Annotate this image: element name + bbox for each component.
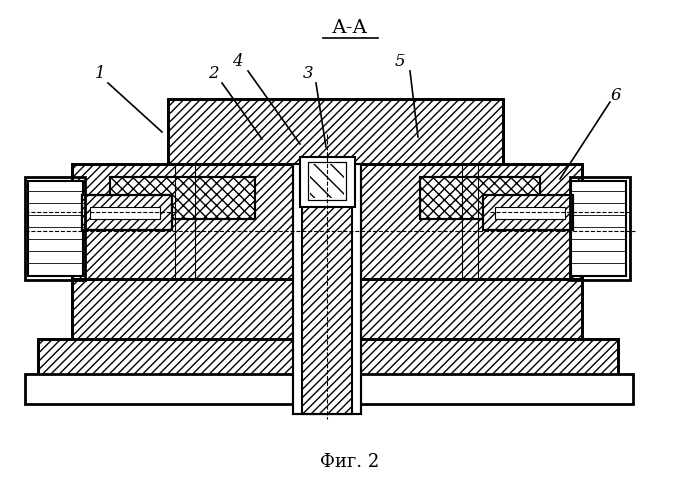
Bar [293,164,361,414]
Bar [293,164,361,414]
Bar [72,280,582,369]
Bar [25,178,85,281]
Text: Фиг. 2: Фиг. 2 [321,452,379,470]
Bar [420,178,540,220]
Bar [310,164,344,199]
Bar [38,339,618,394]
Bar [483,196,573,230]
Bar [72,164,582,280]
Bar [90,207,160,220]
Bar [483,196,573,230]
Bar [83,197,171,229]
Bar [570,178,630,281]
Text: 3: 3 [302,65,314,82]
Bar [82,196,172,230]
Bar [82,196,172,230]
Bar [28,182,83,276]
Text: А-А: А-А [332,19,368,37]
Bar [420,178,540,220]
Bar [168,100,503,164]
Text: 4: 4 [232,53,242,70]
Bar [110,178,255,220]
Bar [495,207,565,220]
Text: 6: 6 [610,86,622,103]
Text: 2: 2 [208,65,218,82]
Bar [72,280,582,369]
Bar [110,178,255,220]
Text: 5: 5 [395,53,405,70]
Bar [110,178,255,220]
Bar [82,196,172,230]
Bar [72,164,582,280]
Bar [308,163,346,201]
Bar [484,197,572,229]
Bar [571,182,626,276]
Bar [168,100,503,164]
Bar [25,374,633,404]
Bar [72,164,582,280]
Bar [420,178,540,220]
Text: 1: 1 [94,65,105,82]
Bar [302,175,352,414]
Bar [72,280,582,369]
Bar [308,163,346,201]
Bar [38,339,618,394]
Bar [38,339,618,394]
Bar [302,175,352,414]
Bar [300,158,355,207]
Bar [168,100,503,164]
